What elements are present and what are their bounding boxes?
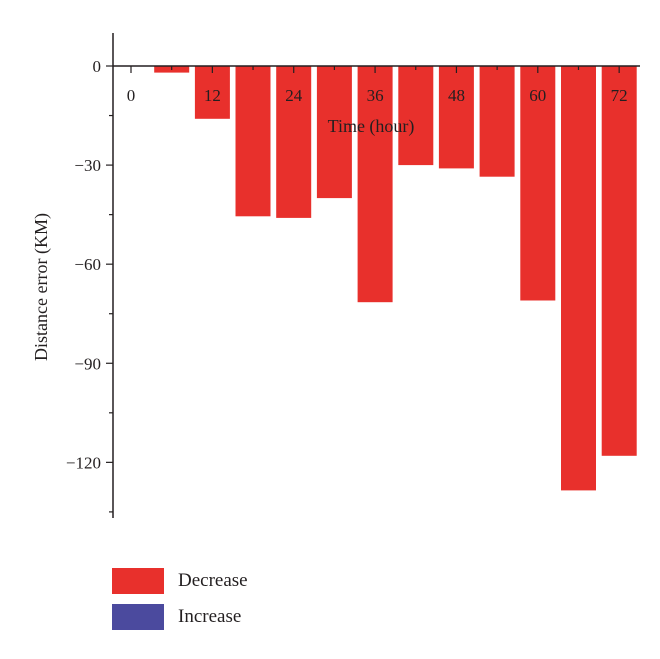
bar-72h (601, 66, 637, 456)
bar-18h (235, 66, 271, 217)
x-tick-label: 48 (448, 86, 465, 105)
legend-swatch-increase (112, 604, 164, 630)
x-tick-label: 12 (204, 86, 221, 105)
bar-42h (398, 66, 434, 166)
legend-swatch-decrease (112, 568, 164, 594)
y-tick-label: −120 (66, 453, 101, 472)
bar-66h (561, 66, 596, 491)
legend-label-decrease: Decrease (178, 570, 248, 591)
x-tick-label: 0 (127, 86, 136, 105)
y-axis-title: Distance error (KM) (31, 213, 52, 361)
legend: Decrease Increase (112, 566, 248, 638)
axes-group: 0 −30 −60 −90 −120 0 12 24 36 48 60 72 (66, 33, 640, 518)
y-tick-label: 0 (93, 57, 102, 76)
legend-label-increase: Increase (178, 606, 242, 627)
bar-54h (479, 66, 515, 177)
legend-item-decrease: Decrease (112, 566, 248, 596)
x-axis-title: Time (hour) (328, 116, 415, 137)
bars-group (154, 66, 637, 491)
bar-chart: 0 −30 −60 −90 −120 0 12 24 36 48 60 72 Distance err… (31, 33, 640, 518)
x-tick-label: 72 (611, 86, 628, 105)
legend-item-increase: Increase (112, 602, 248, 632)
y-tick-label: −60 (74, 255, 101, 274)
bar-36h (357, 66, 393, 303)
bar-30h (316, 66, 352, 199)
x-tick-label: 24 (285, 86, 303, 105)
bar-60h (520, 66, 556, 301)
bar-24h (276, 66, 312, 218)
bar-48h (438, 66, 474, 169)
x-tick-label: 60 (529, 86, 546, 105)
bar-12h (194, 66, 230, 119)
y-tick-label: −90 (74, 354, 101, 373)
x-tick-label: 36 (367, 86, 384, 105)
y-tick-label: −30 (74, 156, 101, 175)
